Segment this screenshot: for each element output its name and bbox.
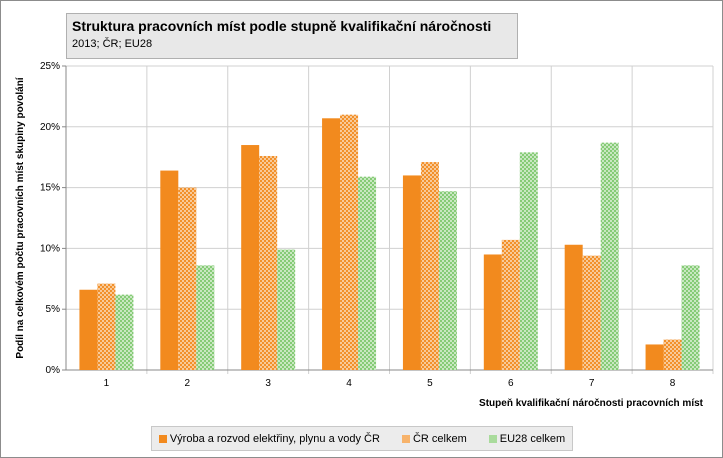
y-tick-label: 25% <box>40 61 60 72</box>
bar-vyroba-6 <box>483 254 502 370</box>
y-tick-label: 0% <box>46 365 61 376</box>
bar-vyroba-7 <box>564 244 583 370</box>
bar-cr-6 <box>501 239 520 370</box>
legend-label: ČR celkem <box>412 432 467 445</box>
y-axis-title: Podíl na celkovém počtu pracovních míst … <box>15 76 26 358</box>
bar-cr-8 <box>663 339 682 370</box>
legend-swatch <box>401 434 410 443</box>
y-tick-label: 15% <box>40 183 60 194</box>
bar-eu28-1 <box>115 294 134 370</box>
x-tick-label: 1 <box>104 378 110 389</box>
bar-eu28-2 <box>196 265 215 370</box>
legend-swatch <box>488 434 497 443</box>
bar-cr-3 <box>259 155 278 370</box>
bar-vyroba-5 <box>402 175 421 370</box>
bar-vyroba-3 <box>241 145 260 370</box>
bar-cr-5 <box>420 162 439 370</box>
bar-cr-4 <box>340 114 359 370</box>
legend: Výroba a rozvod elektřiny, plynu a vody … <box>151 426 573 451</box>
y-tick-label: 10% <box>40 243 60 254</box>
bar-eu28-8 <box>681 265 700 370</box>
x-tick-label: 8 <box>670 378 676 389</box>
bar-eu28-6 <box>519 152 538 370</box>
bar-cr-2 <box>178 187 197 370</box>
chart-title-box: Struktura pracovních míst podle stupně k… <box>66 13 518 59</box>
legend-label: EU28 celkem <box>499 432 566 445</box>
bar-cr-1 <box>97 283 116 370</box>
x-axis-title: Stupeň kvalifikační náročnosti pracovníc… <box>479 398 704 409</box>
bar-eu28-4 <box>358 176 377 370</box>
x-tick-label: 3 <box>265 378 271 389</box>
bar-vyroba-1 <box>79 289 98 370</box>
bar-vyroba-4 <box>322 118 341 371</box>
chart-title: Struktura pracovních míst podle stupně k… <box>72 18 492 34</box>
legend-swatch <box>158 434 167 443</box>
y-tick-label: 20% <box>40 122 60 133</box>
bar-eu28-3 <box>277 249 296 370</box>
legend-label: Výroba a rozvod elektřiny, plynu a vody … <box>169 432 380 445</box>
x-tick-label: 5 <box>427 378 433 389</box>
chart-subtitle: 2013; ČR; EU28 <box>72 38 153 50</box>
x-tick-label: 7 <box>589 378 595 389</box>
bar-eu28-5 <box>438 191 457 370</box>
legend-item-eu28: EU28 celkem <box>488 432 566 445</box>
y-tick-label: 5% <box>46 304 61 315</box>
bar-eu28-7 <box>600 142 619 370</box>
x-tick-label: 4 <box>346 378 352 389</box>
x-tick-label: 2 <box>185 378 191 389</box>
x-tick-label: 6 <box>508 378 514 389</box>
bar-cr-7 <box>582 255 601 370</box>
bar-vyroba-8 <box>645 344 664 370</box>
legend-item-cr: ČR celkem <box>401 432 467 445</box>
bar-vyroba-2 <box>160 170 179 370</box>
legend-item-vyroba: Výroba a rozvod elektřiny, plynu a vody … <box>158 432 380 445</box>
